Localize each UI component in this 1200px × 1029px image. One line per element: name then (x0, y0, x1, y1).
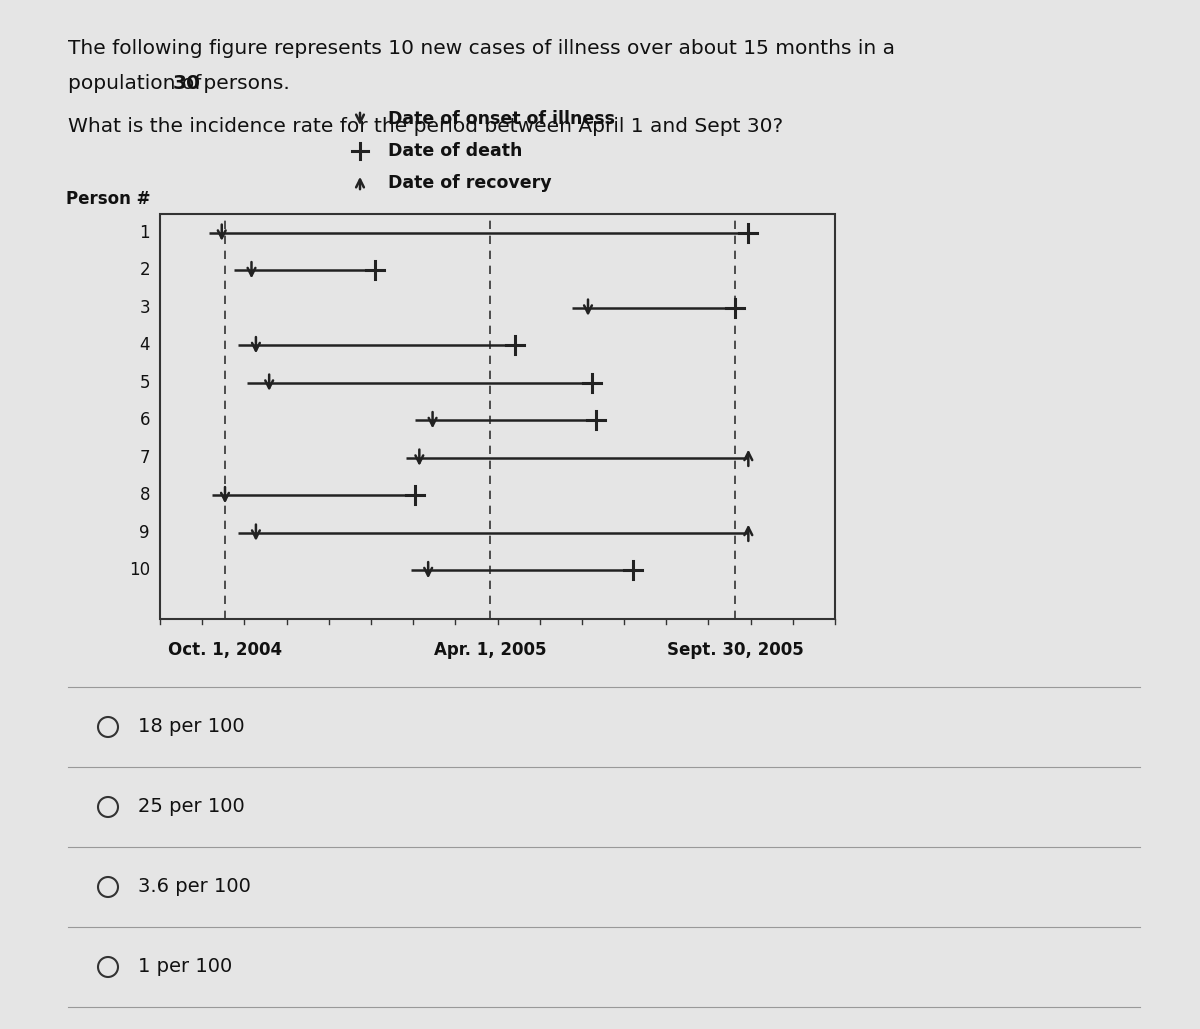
Text: 3: 3 (139, 298, 150, 317)
Text: Person #: Person # (66, 190, 150, 209)
Text: Apr. 1, 2005: Apr. 1, 2005 (433, 641, 546, 659)
Text: Date of death: Date of death (388, 142, 522, 159)
Text: Oct. 1, 2004: Oct. 1, 2004 (168, 641, 282, 659)
Text: 1: 1 (139, 223, 150, 242)
Text: 9: 9 (139, 524, 150, 541)
Text: Sept. 30, 2005: Sept. 30, 2005 (667, 641, 803, 659)
Text: 6: 6 (139, 412, 150, 429)
Text: 1 per 100: 1 per 100 (138, 958, 233, 977)
Text: 2: 2 (139, 261, 150, 279)
Text: 8: 8 (139, 487, 150, 504)
Text: 5: 5 (139, 374, 150, 392)
Text: 3.6 per 100: 3.6 per 100 (138, 878, 251, 896)
Text: What is the incidence rate for the period between April 1 and Sept 30?: What is the incidence rate for the perio… (68, 117, 784, 136)
Text: 18 per 100: 18 per 100 (138, 717, 245, 737)
Text: persons.: persons. (197, 74, 289, 93)
Text: Date of onset of illness: Date of onset of illness (388, 110, 616, 128)
Text: 30: 30 (173, 74, 202, 93)
Text: population of: population of (68, 74, 208, 93)
Text: 10: 10 (128, 561, 150, 579)
Text: 25 per 100: 25 per 100 (138, 797, 245, 816)
Text: 7: 7 (139, 449, 150, 467)
Text: The following figure represents 10 new cases of illness over about 15 months in : The following figure represents 10 new c… (68, 39, 895, 58)
Text: Date of recovery: Date of recovery (388, 174, 552, 192)
Bar (160, 214, 835, 619)
Text: 4: 4 (139, 336, 150, 354)
